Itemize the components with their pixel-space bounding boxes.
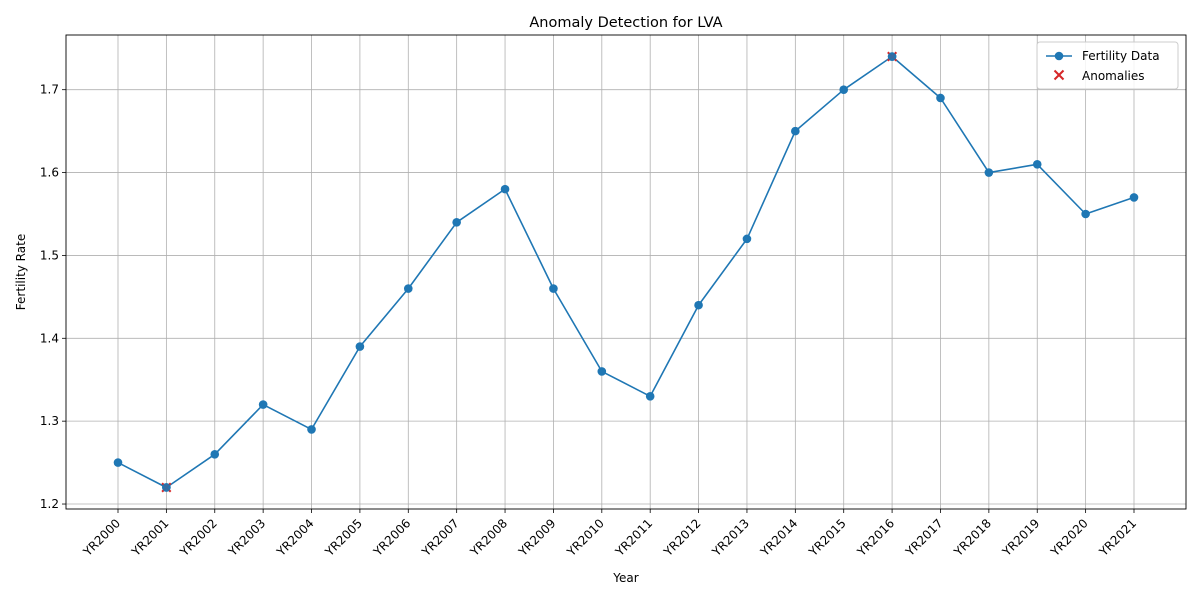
data-point (742, 234, 752, 244)
legend-label-fertility: Fertility Data (1082, 49, 1160, 63)
data-point (694, 300, 703, 310)
data-point (645, 392, 655, 401)
legend-marker-swatch (1054, 51, 1064, 61)
y-axis-ticks: 1.2 1.3 1.4 1.5 1.6 1.7 (40, 83, 66, 511)
data-point (1032, 159, 1042, 169)
chart-title: Anomaly Detection for LVA (529, 15, 722, 31)
data-point (403, 284, 413, 293)
legend-box (1036, 41, 1179, 90)
data-point (984, 168, 994, 177)
legend-label-anomalies: Anomalies (1082, 69, 1145, 83)
data-point (549, 284, 558, 293)
data-point (839, 85, 849, 94)
data-point (791, 126, 800, 136)
y-tick-label: 1.2 (40, 497, 59, 511)
data-point (113, 458, 123, 467)
data-point (355, 342, 365, 351)
y-tick-label: 1.3 (40, 414, 59, 428)
anomaly-overlap-point (887, 52, 897, 61)
x-axis-label: Year (612, 571, 638, 585)
grid-lines (66, 35, 1186, 509)
data-point (307, 425, 316, 434)
anomaly-overlap-point (162, 483, 171, 492)
anomaly-markers (161, 51, 898, 493)
legend: Fertility Data Anomalies (1036, 41, 1179, 90)
anomaly-marker (887, 51, 898, 62)
y-tick-label: 1.6 (40, 166, 59, 180)
y-tick-label: 1.7 (40, 83, 59, 97)
data-point (210, 450, 220, 459)
series-line-fertility (117, 55, 1135, 489)
data-point (1081, 209, 1090, 219)
plot-area-frame (65, 34, 1187, 510)
data-point (500, 184, 510, 194)
y-tick-label: 1.4 (40, 331, 59, 345)
legend-x-swatch (1053, 69, 1065, 81)
y-axis-label: Fertility Rate (14, 234, 28, 310)
data-point (597, 367, 607, 376)
series-lines (117, 55, 1135, 489)
y-tick-label: 1.5 (40, 248, 59, 262)
data-point (936, 93, 945, 103)
data-point (1129, 193, 1139, 202)
data-point (452, 217, 461, 227)
anomaly-marker (161, 482, 172, 493)
data-point (258, 400, 268, 409)
